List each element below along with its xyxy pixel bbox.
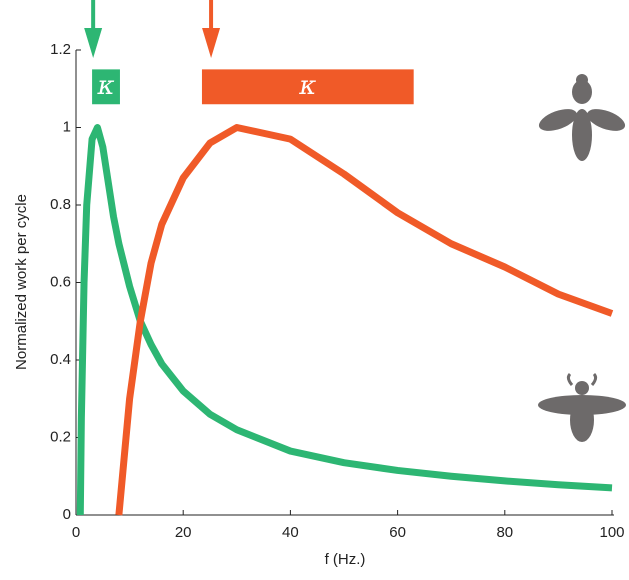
- y-tick-label: 1.2: [50, 41, 71, 58]
- kappa-label: κ: [96, 71, 114, 101]
- kappa-label: κ: [298, 71, 316, 101]
- x-tick-label: 60: [389, 524, 406, 541]
- line-series: [115, 124, 614, 516]
- arrow-head: [202, 28, 221, 58]
- beetle-icon: [538, 372, 626, 442]
- kappa-box: [201, 69, 414, 105]
- y-tick-label: 0.2: [50, 428, 71, 445]
- y-tick-label: 0.6: [50, 273, 71, 290]
- x-axis-label: f (Hz.): [325, 551, 366, 568]
- x-tick-label: 40: [282, 524, 299, 541]
- x-tick-label: 100: [599, 524, 624, 541]
- kappa-box: [92, 69, 120, 105]
- y-tick-label: 0: [63, 506, 71, 523]
- y-tick-label: 1: [63, 118, 71, 135]
- y-tick-label: 0.8: [50, 196, 71, 213]
- x-tick-label: 20: [175, 524, 192, 541]
- x-tick-label: 0: [72, 524, 80, 541]
- y-tick-label: 0.4: [50, 351, 71, 368]
- line-series: [76, 124, 613, 516]
- arrow-head: [84, 28, 103, 58]
- bee-icon: [538, 74, 626, 161]
- y-axis-label: Normalized work per cycle: [13, 194, 30, 370]
- x-tick-label: 80: [496, 524, 513, 541]
